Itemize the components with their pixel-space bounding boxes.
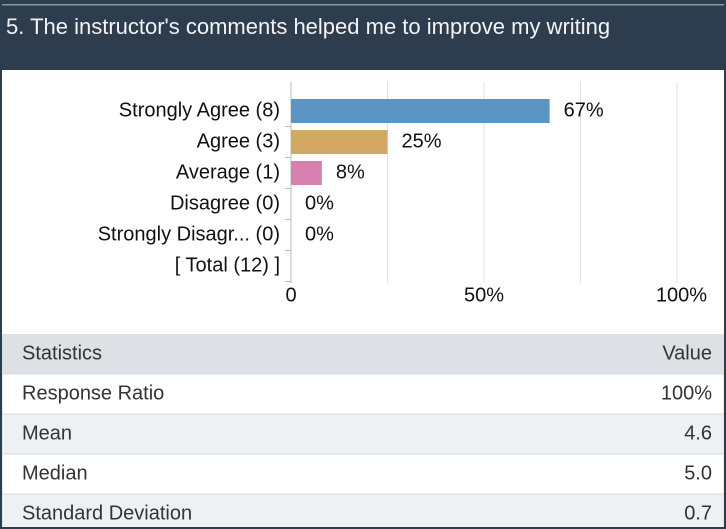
table-header-cell: Statistics xyxy=(22,342,102,364)
category-label: Strongly Disagr... (0) xyxy=(98,223,280,245)
bar xyxy=(291,99,550,123)
value-label: 0% xyxy=(305,223,334,245)
bar xyxy=(291,161,322,185)
table-cell: 4.6 xyxy=(684,422,712,444)
table-cell: 5.0 xyxy=(684,462,712,484)
question-title: 5. The instructor's comments helped me t… xyxy=(6,14,610,39)
category-label: Agree (3) xyxy=(197,130,280,152)
header-rule xyxy=(0,4,726,6)
table-header-cell: Value xyxy=(662,342,712,364)
category-label: Average (1) xyxy=(176,161,280,183)
x-tick-label: 50% xyxy=(464,284,504,306)
table-cell: Median xyxy=(22,462,88,484)
table-cell: Standard Deviation xyxy=(22,502,192,524)
category-label: Disagree (0) xyxy=(170,192,280,214)
value-label: 0% xyxy=(305,192,334,214)
header-band xyxy=(0,0,726,70)
table-cell: Response Ratio xyxy=(22,382,164,404)
table-row xyxy=(1,453,725,495)
table-cell: Mean xyxy=(22,422,72,444)
x-tick-label: 100% xyxy=(656,284,707,306)
table-header xyxy=(2,334,724,374)
category-label: Strongly Agree (8) xyxy=(119,99,280,121)
table-cell: 0.7 xyxy=(684,502,712,524)
bar xyxy=(291,130,388,154)
table-row xyxy=(1,413,725,455)
x-tick-label: 0 xyxy=(285,284,296,306)
category-label: [ Total (12) ] xyxy=(175,254,280,276)
value-label: 67% xyxy=(564,99,604,121)
value-label: 8% xyxy=(336,161,365,183)
value-label: 25% xyxy=(402,130,442,152)
table-cell: 100% xyxy=(661,382,712,404)
